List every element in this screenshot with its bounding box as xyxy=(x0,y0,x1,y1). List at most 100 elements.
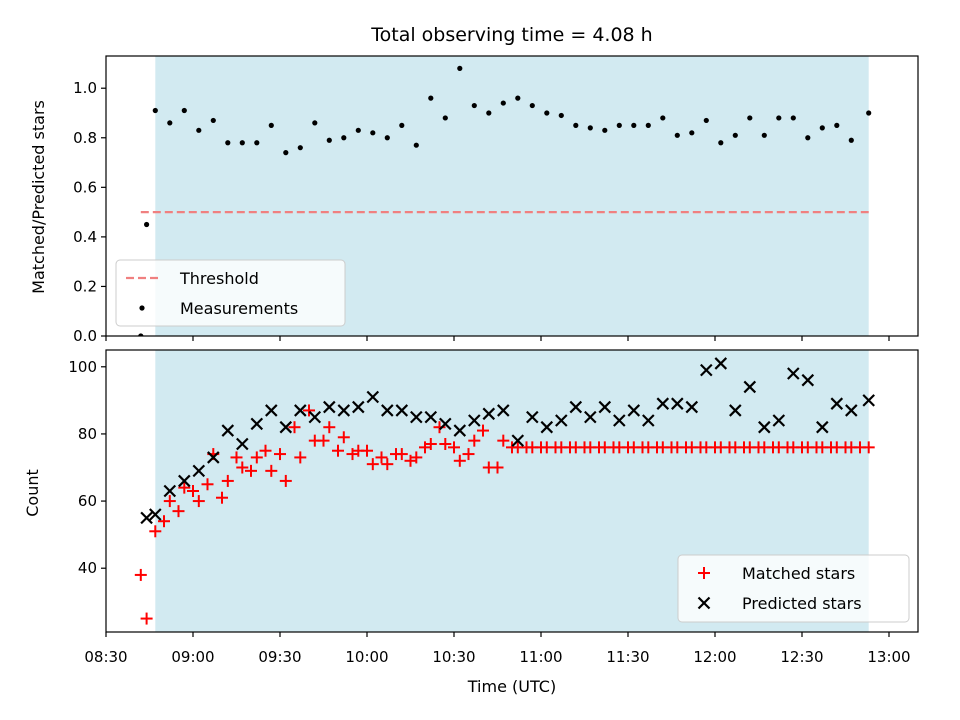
bottom-axes-frame xyxy=(105,349,919,633)
bottom-legend: Matched stars Predicted stars xyxy=(677,554,910,623)
predicted-star-point xyxy=(453,424,467,437)
predicted-star-point xyxy=(540,420,554,434)
matched-star-point xyxy=(172,505,185,518)
predicted-star-point xyxy=(236,437,249,451)
predicted-star-point xyxy=(830,397,844,410)
predicted-star-point xyxy=(743,380,757,394)
measurement-point xyxy=(674,132,680,138)
measurement-point xyxy=(413,142,419,148)
matched-star-point xyxy=(245,464,257,477)
top-panel: 0.0 0.2 0.4 0.6 0.8 1.0 Threshold Measurements xyxy=(73,55,919,345)
measurement-point xyxy=(732,132,738,138)
measurement-point xyxy=(500,100,506,106)
predicted-star-point xyxy=(439,417,452,431)
matched-star-point xyxy=(439,438,452,450)
predicted-star-point xyxy=(598,400,612,414)
measurement-point xyxy=(428,95,434,101)
predicted-star-point xyxy=(163,484,177,498)
predicted-star-point xyxy=(381,404,394,417)
predicted-star-point xyxy=(729,404,742,417)
measurement-point xyxy=(703,117,709,124)
legend-measurements-swatch xyxy=(139,305,145,311)
measurement-point xyxy=(834,122,840,128)
predicted-star-point xyxy=(294,404,307,417)
bottom-y-tick-label: 40 xyxy=(78,559,97,577)
bottom-plot-area xyxy=(134,350,875,632)
predicted-star-point xyxy=(511,434,525,447)
measurement-point xyxy=(616,122,622,128)
top-y-tick-label: 0.8 xyxy=(73,129,97,147)
matched-star-point xyxy=(323,421,336,434)
measurement-point xyxy=(689,130,695,136)
measurement-point xyxy=(283,150,289,156)
matched-star-point xyxy=(361,444,373,457)
measurement-point xyxy=(326,137,332,143)
predicted-star-point xyxy=(627,404,641,417)
x-tick-label: 12:00 xyxy=(693,648,736,666)
measurement-point xyxy=(790,115,796,121)
predicted-star-point xyxy=(613,414,626,427)
legend-entry-label: Matched stars xyxy=(742,564,855,583)
predicted-star-point xyxy=(816,420,829,434)
matched-star-point xyxy=(424,438,437,450)
top-y-tick-label: 0.2 xyxy=(73,277,97,295)
measurement-point xyxy=(587,125,593,131)
x-tick-label: 09:00 xyxy=(171,648,214,666)
predicted-star-point xyxy=(526,410,539,424)
predicted-star-point xyxy=(366,390,380,404)
matched-star-point xyxy=(236,461,249,474)
measurement-point xyxy=(312,120,318,126)
matched-star-point xyxy=(453,454,466,467)
matched-star-point xyxy=(192,495,205,508)
predicted-star-point xyxy=(352,400,365,414)
measurement-point xyxy=(442,115,448,121)
predicted-star-point xyxy=(207,451,220,464)
measurement-point xyxy=(515,95,521,101)
x-tick-label: 08:30 xyxy=(84,648,127,666)
bottom-panel: 40 60 80 100 08:30 09:00 09:30 10:00 10:30 11:00 1… xyxy=(68,349,919,666)
predicted-star-point xyxy=(482,407,496,421)
matched-star-point xyxy=(279,474,292,487)
predicted-star-point xyxy=(265,404,278,417)
matched-star-point xyxy=(375,451,388,464)
top-y-tick-label: 1.0 xyxy=(73,79,97,97)
legend-entry-label: Measurements xyxy=(180,299,298,318)
matched-star-point xyxy=(366,458,379,471)
top-y-tick-label: 0.6 xyxy=(73,178,97,196)
matched-star-point xyxy=(149,525,162,538)
top-axes-frame xyxy=(105,55,919,337)
measurement-point xyxy=(866,110,872,116)
x-tick-label: 12:30 xyxy=(780,648,823,666)
x-tick-label: 11:30 xyxy=(606,648,649,666)
matched-star-point xyxy=(381,458,394,471)
predicted-star-point xyxy=(410,410,423,424)
predicted-star-point xyxy=(221,424,235,437)
matched-star-point xyxy=(433,421,446,434)
predicted-star-point xyxy=(468,414,481,427)
predicted-star-point xyxy=(149,508,162,521)
matched-star-point xyxy=(230,451,243,464)
predicted-star-point xyxy=(700,363,713,377)
legend-predicted-swatch xyxy=(697,596,711,610)
bottom-y-tick-label: 100 xyxy=(68,358,97,376)
matched-star-point xyxy=(163,495,176,508)
predicted-star-point xyxy=(308,410,322,424)
matched-star-point xyxy=(497,434,510,447)
predicted-star-point xyxy=(192,464,206,478)
matched-star-point xyxy=(410,451,423,464)
measurement-point xyxy=(848,137,854,143)
matched-star-point xyxy=(491,461,504,474)
predicted-star-point xyxy=(656,397,670,410)
measurement-point xyxy=(144,221,150,228)
measurement-point xyxy=(747,115,753,121)
predicted-star-point xyxy=(497,404,510,417)
matched-star-point xyxy=(303,404,315,417)
measurement-point xyxy=(819,125,825,131)
legend-entry-label: Predicted stars xyxy=(742,594,862,613)
measurement-point xyxy=(457,65,463,71)
measurement-point xyxy=(225,140,231,146)
matched-star-point xyxy=(468,434,481,447)
predicted-star-point xyxy=(323,400,336,414)
legend-matched-swatch xyxy=(698,567,710,579)
x-tick-label: 13:00 xyxy=(867,648,910,666)
